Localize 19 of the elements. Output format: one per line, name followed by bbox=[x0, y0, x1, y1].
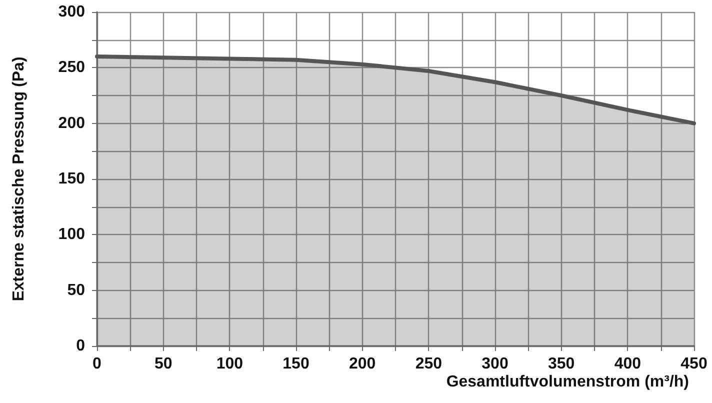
x-tick-label: 450 bbox=[680, 356, 708, 372]
y-tick-label: 0 bbox=[76, 338, 86, 354]
x-axis-title: Gesamtluftvolumenstrom (m³/h) bbox=[446, 374, 689, 390]
y-tick-label: 50 bbox=[67, 282, 86, 299]
y-axis-title: Externe statische Pressung (Pa) bbox=[10, 56, 28, 302]
x-tick-label: 350 bbox=[548, 356, 575, 372]
y-tick-label: 150 bbox=[58, 170, 86, 188]
y-tick-label: 300 bbox=[58, 4, 86, 20]
x-tick-label: 300 bbox=[482, 356, 508, 372]
y-tick-label: 200 bbox=[58, 114, 86, 132]
x-tick-label: 0 bbox=[92, 356, 102, 372]
y-tick-label: 100 bbox=[58, 226, 86, 244]
x-tick-label: 400 bbox=[614, 356, 642, 372]
x-tick-label: 200 bbox=[348, 356, 376, 372]
x-tick-label: 250 bbox=[415, 356, 442, 372]
x-tick-label: 100 bbox=[216, 356, 244, 372]
x-tick-label: 150 bbox=[282, 356, 310, 372]
y-tick-label: 250 bbox=[58, 59, 86, 76]
x-tick-label: 50 bbox=[154, 356, 172, 372]
